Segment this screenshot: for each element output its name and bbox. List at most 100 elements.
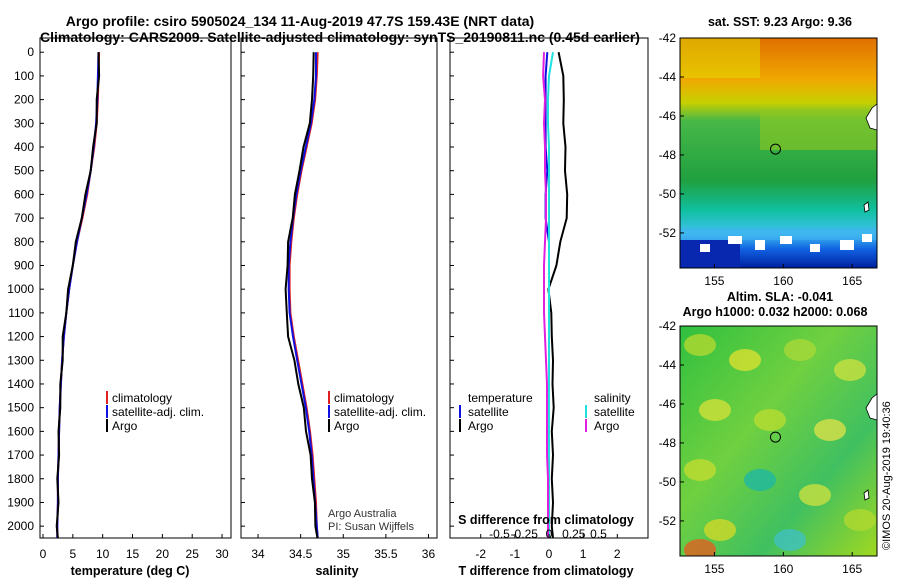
map-y-tick-label: -52 [659,226,677,240]
x-tick-label: 0 [40,547,47,561]
temperature-axis-label: temperature (deg C) [71,564,190,578]
sst-map-frame [679,37,878,269]
s-tick-label: 0.5 [590,527,607,541]
map-x-tick-label: 155 [704,274,724,288]
depth-tick-label: 200 [14,93,34,107]
depth-axis: 0 100 200 300 400 500 600 700 800 900 1000 1100 1200… [7,45,454,533]
depth-tick-label: 500 [14,164,34,178]
map-y-tick-label: -46 [659,397,677,411]
credit-argo-australia: Argo Australia [328,508,397,520]
sla-texture [844,509,876,531]
legend-swatch-s-argo [585,419,587,432]
sla-texture [699,399,731,421]
s-tick-label: -0.5 [489,527,510,541]
sla-texture [799,484,831,506]
sla-texture [784,339,816,361]
x-tick-label: 1 [580,547,587,561]
sst-map-title: sat. SST: 9.23 Argo: 9.36 [708,15,852,29]
map-x-tick-label: 155 [704,562,724,576]
legend-s-satellite: satellite [594,405,635,419]
legend-t-argo: Argo [468,419,494,433]
s-tick-label: 0 [546,527,553,541]
temperature-profiles [55,52,101,538]
temperature-legend: climatology satellite-adj. clim. Argo [106,391,204,433]
x-tick-label: 10 [96,547,110,561]
legend-swatch-argo [106,419,108,432]
nz-coast-sla [865,393,878,421]
profile-location-marker [769,143,781,155]
sla-texture [834,359,866,381]
profile-location-marker [769,431,781,443]
legend-swatch-argo [328,419,330,432]
island-sst [863,201,870,213]
subtitle: Climatology: CARS2009. Satellite-adjuste… [40,29,640,45]
legend-climatology: climatology [112,391,172,405]
difference-profiles [542,52,569,538]
s-difference-ticks: -0.5 -0.25 0 0.25 0.5 [489,527,607,541]
legend-temperature-heading: temperature [468,391,533,405]
x-tick-label: 15 [126,547,140,561]
series-line-climatology [288,52,319,538]
salinity-legend: climatology satellite-adj. clim. Argo [328,391,426,433]
sla-texture [684,459,716,481]
map-x-tick-label: 165 [842,274,862,288]
depth-tick-label: 800 [14,235,34,249]
x-tick-label: 25 [186,547,200,561]
x-tick-label: 0 [546,547,553,561]
depth-tick-label: 1900 [7,495,34,509]
nz-coast-sst [865,103,878,131]
sla-map-axes: 155 160 165 -42 -44 -46 -48 -50 -52 [659,319,863,576]
x-tick-label: -2 [475,547,486,561]
series-line-satellite-adj-clim- [56,52,100,538]
legend-salinity-heading: salinity [594,391,631,405]
sla-map [680,326,877,556]
credit-pi: PI: Susan Wijffels [328,521,414,533]
x-tick-label: 35.5 [374,547,398,561]
x-axes: 0 5 10 15 20 25 30 34 34.5 35 35.5 36 -2 -1 0 1 2 [40,534,621,561]
s-tick-label: 0.25 [562,527,586,541]
title: Argo profile: csiro 5905024_134 11-Aug-2… [66,13,534,29]
map-x-tick-label: 165 [842,562,862,576]
x-tick-label: 30 [215,547,229,561]
x-tick-label: 5 [69,547,76,561]
depth-tick-label: 1400 [7,377,34,391]
x-tick-label: 35 [337,547,351,561]
map-y-tick-label: -48 [659,148,677,162]
legend-climatology: climatology [334,391,394,405]
legend-satellite-adj: satellite-adj. clim. [334,405,426,419]
imos-credit: ©IMOS 20-Aug-2019 19:40:36 [881,401,893,550]
series-line-satellite-adj-clim- [287,52,319,538]
map-y-tick-label: -52 [659,514,677,528]
series-line-temperature-argo [547,52,569,538]
sla-texture [684,539,716,556]
map-y-tick-label: -44 [659,70,677,84]
sla-texture [704,519,736,541]
salinity-profiles [284,52,319,538]
legend-swatch-t-argo [459,419,461,432]
salinity-axis-label: salinity [315,564,358,578]
depth-tick-label: 600 [14,187,34,201]
map-x-tick-label: 160 [773,562,793,576]
salinity-panel-frame [240,37,438,539]
map-x-tick-label: 160 [773,274,793,288]
legend-swatch-satellite [328,405,330,418]
depth-tick-label: 100 [14,69,34,83]
map-y-tick-label: -42 [659,31,677,45]
x-tick-label: 2 [614,547,621,561]
legend-s-argo: Argo [594,419,620,433]
depth-tick-label: 400 [14,140,34,154]
map-y-tick-label: -48 [659,436,677,450]
t-difference-axis-label: T difference from climatology [458,564,633,578]
legend-swatch-satellite [106,405,108,418]
map-y-tick-label: -46 [659,109,677,123]
map-y-tick-label: -50 [659,475,677,489]
depth-tick-label: 1200 [7,330,34,344]
s-tick-label: -0.25 [511,527,539,541]
legend-t-satellite: satellite [468,405,509,419]
depth-tick-label: 1500 [7,401,34,415]
depth-tick-label: 2000 [7,519,34,533]
legend-swatch-climatology [106,391,108,404]
sla-texture [754,409,786,431]
difference-legend: temperature satellite Argo salinity sate… [459,391,635,433]
